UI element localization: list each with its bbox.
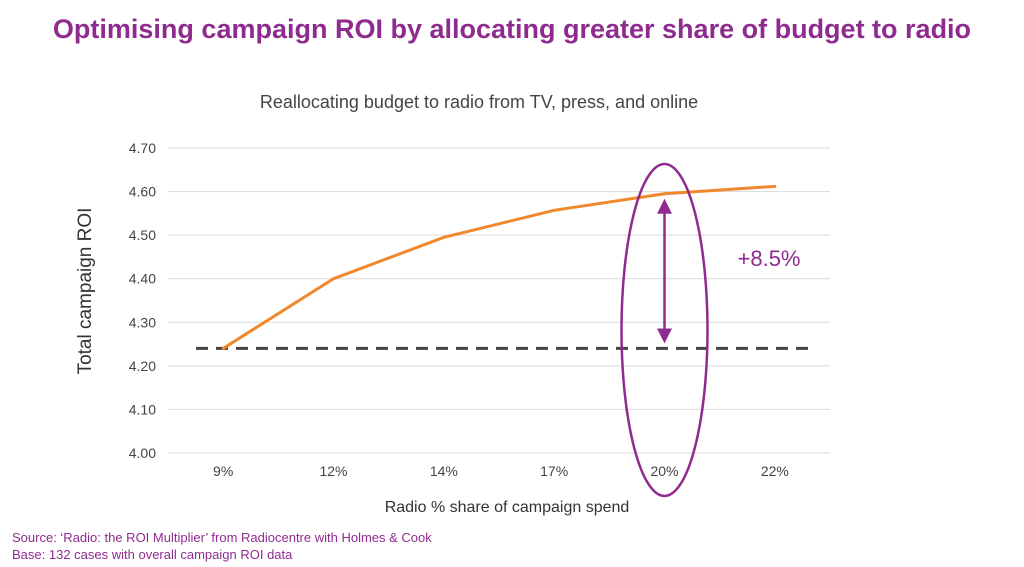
y-axis-label: Total campaign ROI: [75, 208, 96, 375]
source-note: Source: ‘Radio: the ROI Multiplier’ from…: [12, 530, 432, 545]
x-tick-labels: 9% 12% 14% 17% 20% 22%: [213, 463, 789, 479]
y-tick-label: 4.00: [129, 445, 156, 461]
data-point: [332, 277, 335, 281]
increase-label: +8.5%: [738, 246, 801, 271]
highlight-ellipse: [620, 162, 709, 498]
data-point: [663, 192, 666, 196]
x-tick-label: 12%: [319, 463, 347, 479]
y-tick-label: 4.60: [129, 184, 156, 200]
y-tick-label: 4.50: [129, 227, 156, 243]
x-tick-label: 22%: [761, 463, 789, 479]
base-note: Base: 132 cases with overall campaign RO…: [12, 547, 293, 562]
roi-series-line: [222, 184, 775, 350]
data-points: [221, 184, 777, 350]
data-point: [773, 184, 777, 188]
y-tick-label: 4.30: [129, 314, 156, 330]
gridlines: [168, 147, 830, 454]
chart-title: Reallocating budget to radio from TV, pr…: [260, 92, 698, 112]
y-tick-labels: 4.00 4.10 4.20 4.30 4.40 4.50 4.60 4.70: [129, 140, 156, 461]
y-tick-label: 4.20: [129, 358, 156, 374]
x-tick-label: 17%: [540, 463, 568, 479]
data-point: [442, 235, 446, 239]
y-tick-label: 4.10: [129, 401, 156, 417]
y-tick-label: 4.40: [129, 271, 156, 287]
x-tick-label: 20%: [650, 463, 678, 479]
x-tick-label: 14%: [430, 463, 458, 479]
page-title: Optimising campaign ROI by allocating gr…: [52, 14, 972, 44]
y-tick-label: 4.70: [129, 140, 156, 156]
x-tick-label: 9%: [213, 463, 233, 479]
x-axis-label: Radio % share of campaign spend: [385, 499, 630, 516]
data-point: [552, 208, 556, 212]
data-point: [221, 346, 225, 350]
